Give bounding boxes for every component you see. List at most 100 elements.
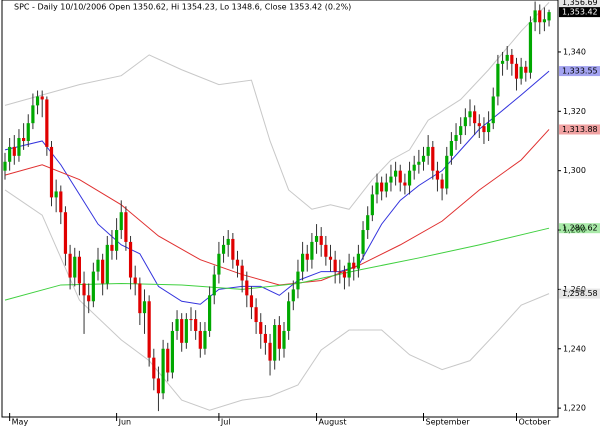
candle-body — [389, 176, 393, 183]
candle-body — [338, 271, 342, 273]
candle-body — [110, 244, 114, 251]
candle-body — [142, 301, 147, 314]
candle-body — [87, 295, 91, 302]
candle-body — [319, 235, 323, 245]
candle-body — [547, 12, 551, 21]
candle-body — [407, 170, 412, 186]
y-tick-label: 1,340 — [563, 47, 586, 56]
value-tag: 1,313.88 — [562, 125, 598, 134]
candle-body — [217, 253, 221, 275]
candle-body — [352, 262, 356, 269]
candle-body — [305, 253, 309, 260]
candle-body — [361, 230, 365, 254]
candle-body — [505, 54, 509, 61]
chart-title: SPC - Daily 10/10/2006 Open 1350.62, Hi … — [14, 3, 351, 12]
candle-body — [184, 319, 188, 343]
y-tick-label: 1,260 — [563, 285, 586, 294]
candle-body — [175, 319, 179, 331]
candle-body — [273, 325, 277, 361]
candle-body — [435, 170, 440, 180]
candle-body — [54, 191, 58, 198]
candle-body — [208, 295, 212, 331]
candle-body — [291, 289, 295, 302]
candle-body — [412, 164, 416, 171]
candle-body — [12, 146, 16, 156]
candle-body — [519, 66, 523, 79]
candle-body — [147, 301, 151, 358]
candle-body — [212, 274, 216, 296]
candle-body — [254, 307, 258, 323]
value-tag: 1,353.42 — [562, 8, 598, 17]
candle-body — [45, 99, 49, 147]
candle-body — [538, 10, 542, 23]
candle-body — [96, 259, 100, 272]
candle-body — [166, 348, 170, 373]
candle-body — [287, 301, 291, 331]
candle-body — [449, 140, 453, 156]
candle-body — [491, 96, 495, 124]
candle-body — [35, 96, 40, 106]
value-tag-bg — [559, 288, 600, 299]
candle-body — [161, 348, 165, 394]
value-tag: 1,356.69 — [562, 0, 598, 7]
candle-body — [496, 63, 500, 97]
candle-body — [296, 271, 300, 290]
candle-body — [431, 146, 435, 171]
value-tag-bg — [559, 0, 600, 8]
value-tag-bg — [559, 124, 600, 135]
candle-body — [403, 182, 407, 186]
candle-body — [73, 256, 77, 278]
candle-body — [328, 256, 333, 260]
candle-body — [347, 262, 351, 278]
y-tick-label: 1,220 — [563, 404, 586, 413]
candle-body — [263, 333, 267, 343]
value-tag: 1,333.55 — [562, 67, 598, 76]
candle-body — [77, 256, 81, 284]
candle-body — [333, 259, 337, 272]
indicator-line — [4, 70, 550, 305]
y-tick-label: 1,320 — [563, 107, 586, 116]
candle-body — [259, 322, 263, 334]
candle-body — [301, 253, 305, 272]
candle-body — [31, 105, 35, 124]
candle-body — [156, 378, 161, 394]
candle-body — [282, 330, 286, 349]
candle-body — [473, 111, 477, 124]
candle-body — [356, 253, 360, 269]
plot-frame — [1, 0, 559, 418]
candle-body — [500, 60, 505, 64]
candle-body — [119, 212, 123, 231]
value-tag: 1,280.62 — [562, 224, 598, 233]
candle-body — [268, 342, 272, 361]
x-tick-label: May — [12, 418, 29, 426]
candle-body — [8, 146, 12, 162]
indicator-line — [4, 2, 550, 210]
candle-body — [445, 155, 449, 189]
candle-body — [459, 126, 463, 136]
candle-body — [198, 330, 202, 349]
value-tag-bg — [559, 7, 600, 18]
candle-body — [342, 271, 347, 278]
candle-body — [133, 277, 137, 284]
candle-body — [463, 117, 467, 127]
candle-body — [277, 325, 281, 349]
candle-body — [245, 280, 249, 296]
candle-body — [454, 135, 458, 141]
candle-body — [235, 259, 240, 266]
candle-body — [477, 123, 481, 127]
x-tick-label: August — [319, 418, 347, 426]
candle-body — [105, 244, 109, 284]
candle-body — [82, 283, 86, 296]
candle-body — [22, 138, 26, 141]
candle-body — [482, 126, 486, 133]
candle-body — [68, 253, 72, 278]
candle-body — [487, 123, 491, 133]
candle-body — [310, 241, 314, 260]
candle-body — [49, 146, 54, 198]
candle-body — [128, 241, 133, 278]
candle-body — [59, 191, 63, 213]
candle-body — [380, 182, 384, 192]
candle-body — [115, 230, 119, 251]
x-tick-label: September — [426, 418, 471, 426]
candle-body — [63, 212, 68, 254]
